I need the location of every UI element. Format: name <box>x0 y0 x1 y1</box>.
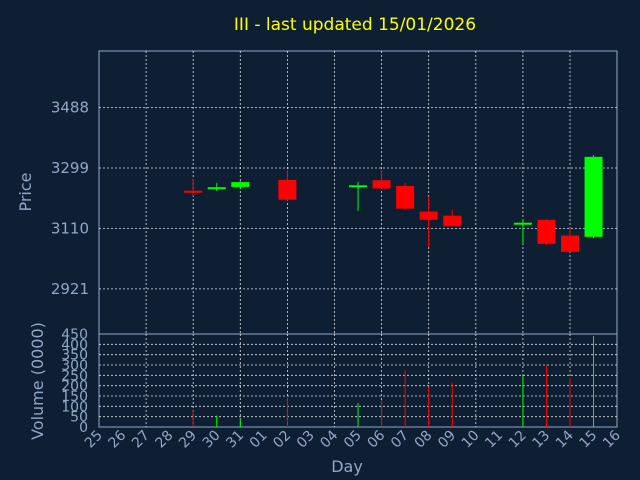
volume-tick-label: 400 <box>61 337 88 353</box>
candle-body <box>513 222 532 225</box>
x-tick-label: 06 <box>365 427 389 451</box>
x-tick-label: 04 <box>317 427 341 451</box>
price-tick-label: 3488 <box>51 99 89 117</box>
x-tick-label: 11 <box>482 428 506 452</box>
x-tick-label: 30 <box>200 428 224 452</box>
candle-body <box>372 180 391 189</box>
candle-body <box>584 156 603 237</box>
price-tick-label: 2921 <box>51 280 89 298</box>
price-axis-label: Price <box>16 172 35 211</box>
x-tick-label: 10 <box>459 428 483 452</box>
volume-tick-label: 200 <box>61 379 88 395</box>
x-tick-label: 16 <box>600 427 624 451</box>
volume-tick-label: 300 <box>61 358 88 374</box>
x-tick-label: 08 <box>412 428 436 452</box>
volume-tick-label: 50 <box>70 410 88 426</box>
x-tick-label: 07 <box>388 428 412 452</box>
x-tick-label: 09 <box>435 428 459 452</box>
chart-title: III - last updated 15/01/2026 <box>234 15 476 35</box>
x-tick-label: 26 <box>105 427 129 451</box>
volume-tick-label: 0 <box>79 420 88 436</box>
volume-tick-label: 450 <box>61 327 88 343</box>
x-tick-label: 05 <box>341 428 365 452</box>
candle-body <box>349 185 368 188</box>
x-tick-label: 03 <box>294 428 318 452</box>
x-tick-label: 29 <box>176 428 200 452</box>
volume-bars <box>192 336 595 427</box>
volume-tick-label: 150 <box>61 389 88 405</box>
x-tick-label: 28 <box>153 428 177 452</box>
volume-axis-label: Volume (0000) <box>28 322 47 440</box>
candles <box>184 154 603 252</box>
candle-body <box>419 211 438 220</box>
candle-body <box>207 187 226 190</box>
candle-body <box>443 215 462 227</box>
x-axis-label: Day <box>331 457 363 476</box>
candle-body <box>537 219 556 244</box>
x-tick-labels: 25 26 27 28 29 30 31 01 02 03 04 05 06 07 08 09 10 11 12 13… <box>82 427 624 451</box>
x-tick-label: 14 <box>553 427 577 451</box>
x-tick-label: 02 <box>270 428 294 452</box>
price-tick-label: 3299 <box>51 159 89 177</box>
volume-tick-label: 250 <box>61 368 88 384</box>
price-tick-labels: 2921 3110 3299 3488 <box>51 99 89 298</box>
volume-tick-label: 350 <box>61 348 88 364</box>
candle-body <box>396 185 415 209</box>
x-tick-label: 31 <box>223 428 247 452</box>
candle-body <box>231 182 250 187</box>
price-tick-label: 3110 <box>51 219 89 237</box>
candle-body <box>184 190 203 193</box>
volume-tick-label: 100 <box>61 399 88 415</box>
x-tick-label: 13 <box>529 428 553 452</box>
x-tick-label: 12 <box>506 428 530 452</box>
x-tick-label: 15 <box>576 428 600 452</box>
x-tick-label: 27 <box>129 428 153 452</box>
candle-body <box>278 179 297 200</box>
candle-body <box>561 235 579 252</box>
x-tick-label: 01 <box>247 428 271 452</box>
